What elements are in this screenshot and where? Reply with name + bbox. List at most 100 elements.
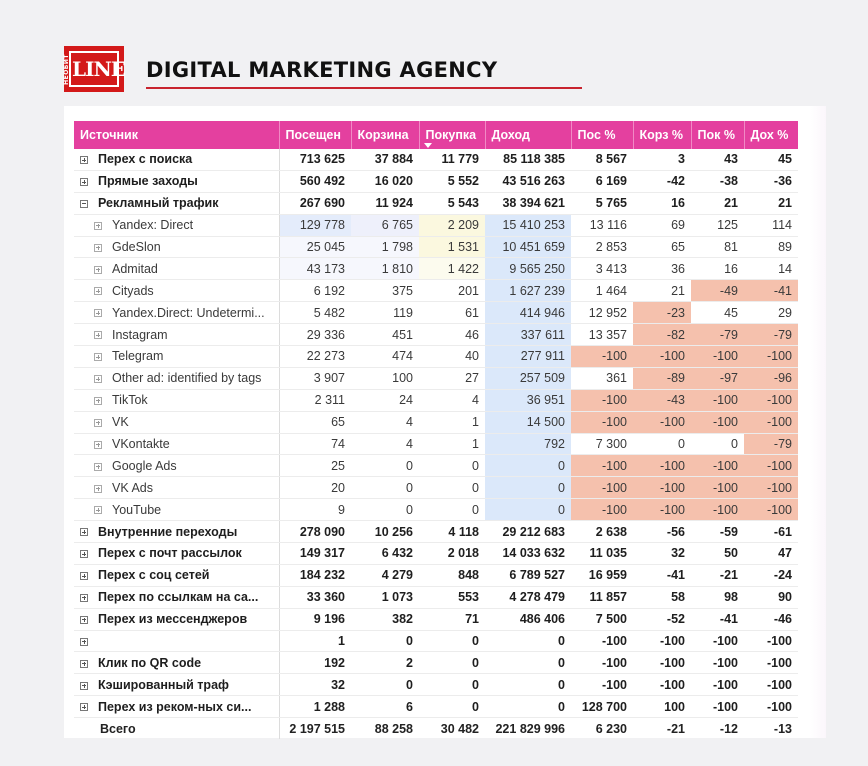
expand-plus-icon[interactable] (80, 156, 88, 165)
cell-buy: 40 (419, 345, 485, 368)
cell-vis-p: -100 (571, 630, 633, 653)
expand-plus-icon[interactable] (80, 637, 88, 646)
source-cell: VKontakte (74, 433, 280, 456)
cell-cart-p: -21 (666, 721, 685, 736)
cell-buy-p: 81 (691, 236, 744, 259)
cell-revenue: 792 (485, 433, 571, 456)
cell-buy: 11 779 (419, 149, 485, 171)
cell-cart: 1 073 (351, 586, 419, 609)
expand-plus-icon[interactable] (94, 440, 102, 449)
cell-visits: 2 311 (279, 389, 351, 412)
expand-plus-icon[interactable] (80, 659, 88, 668)
source-cell: GdeSlon (74, 236, 280, 259)
expand-plus-icon[interactable] (80, 528, 88, 537)
column-header-source[interactable]: Источник (74, 121, 280, 149)
column-header-cart-pct[interactable]: Корз % (633, 121, 692, 149)
expand-plus-icon[interactable] (94, 506, 102, 515)
table-row: Рекламный трафик 267 690 11 924 5 543 38 394… (74, 192, 798, 215)
cell-rev-p: -13 (773, 721, 792, 736)
column-header-cart[interactable]: Корзина (351, 121, 420, 149)
column-header-buy-pct[interactable]: Пок % (691, 121, 745, 149)
expand-plus-icon[interactable] (94, 462, 102, 471)
table-row: Клик по QR code 192 2 0 0 -100 -100 -100 -100 (74, 651, 798, 675)
cell-revenue: 1 627 239 (485, 279, 571, 303)
cell-buy: 2 018 (419, 542, 485, 565)
cell-rev-p: -100 (744, 498, 798, 522)
expand-plus-icon[interactable] (80, 615, 88, 624)
cell-buy: 46 (419, 323, 485, 347)
column-header-visits[interactable]: Посещен (279, 121, 352, 149)
cell-vis-p: 11 035 (571, 542, 633, 565)
table-row: YouTube 9 0 0 0 -100 -100 -100 -100 (74, 498, 798, 522)
expand-plus-icon[interactable] (94, 375, 102, 384)
expand-plus-icon[interactable] (94, 221, 102, 230)
cell-buy: 1 422 (419, 257, 485, 281)
source-cell: Instagram (74, 323, 280, 347)
expand-plus-icon[interactable] (94, 353, 102, 362)
cell-revenue: 0 (485, 651, 571, 675)
cell-cart: 0 (351, 454, 419, 478)
sort-desc-icon (423, 143, 432, 148)
cell-buy: 201 (419, 279, 485, 303)
table-row: TikTok 2 311 24 4 36 951 -100 -43 -100 -100 (74, 389, 798, 412)
table-row: Перех по ссылкам на са... 33 360 1 073 553 4… (74, 586, 798, 609)
expand-plus-icon[interactable] (80, 550, 88, 559)
expand-plus-icon[interactable] (80, 572, 88, 581)
cell-cart: 4 279 (351, 564, 419, 587)
cell-buy: 0 (419, 454, 485, 478)
expand-plus-icon[interactable] (94, 418, 102, 427)
cell-rev-p: -79 (744, 433, 798, 456)
cell-rev-p: -79 (744, 323, 798, 347)
collapse-minus-icon[interactable] (80, 199, 88, 208)
column-header-revenue-pct[interactable]: Дох % (744, 121, 798, 149)
cell-visits: 20 (279, 476, 351, 500)
cell-vis-p: 7 500 (571, 608, 633, 631)
source-cell: Admitad (74, 257, 280, 281)
cell-visits: 25 045 (279, 236, 351, 259)
cell-cart-p: -100 (633, 411, 691, 434)
cell-visits: 43 173 (279, 257, 351, 281)
source-name: VK Ads (112, 480, 153, 495)
expand-plus-icon[interactable] (94, 265, 102, 274)
cell-revenue: 414 946 (485, 301, 571, 325)
table-row: Внутренние переходы 278 090 10 256 4 118 29 … (74, 520, 798, 544)
expand-plus-icon[interactable] (94, 287, 102, 296)
cell-buy: 4 118 (419, 520, 485, 544)
cell-visits: 129 778 (279, 214, 351, 237)
cell-cart-p: 65 (633, 236, 691, 259)
cell-buy-p: -12 (719, 721, 738, 736)
cell-cart: 375 (351, 279, 419, 303)
cell-revenue: 38 394 621 (485, 192, 571, 215)
expand-plus-icon[interactable] (94, 396, 102, 405)
column-header-revenue[interactable]: Доход (485, 121, 572, 149)
table-row: Перех из мессенджеров 9 196 382 71 486 406 7 … (74, 608, 798, 631)
cell-buy: 1 531 (419, 236, 485, 259)
cell-buy-p: 16 (691, 257, 744, 281)
traffic-table-container: Источник Посещен Корзина Покупка Доход Пос % К… (74, 121, 798, 740)
source-cell: Telegram (74, 345, 280, 368)
cell-cart: 11 924 (351, 192, 419, 215)
expand-plus-icon[interactable] (80, 703, 88, 712)
cell-cart: 6 765 (351, 214, 419, 237)
table-row: Instagram 29 336 451 46 337 611 13 357 -82 -79-… (74, 323, 798, 347)
expand-plus-icon[interactable] (94, 243, 102, 252)
column-header-label: Корзина (357, 128, 409, 142)
expand-plus-icon[interactable] (94, 309, 102, 318)
cell-buy-p: -59 (691, 520, 744, 544)
source-name: VKontakte (112, 437, 170, 452)
cell-rev-p: 29 (744, 301, 798, 325)
cell-buy: 61 (419, 301, 485, 325)
cell-buy: 30 482 (440, 721, 479, 736)
expand-plus-icon[interactable] (80, 593, 88, 602)
column-header-visits-pct[interactable]: Пос % (571, 121, 634, 149)
table-total-row: Всего 2 197 515 88 258 30 482 221 829 996 6 2… (74, 717, 798, 740)
expand-plus-icon[interactable] (94, 331, 102, 340)
expand-plus-icon[interactable] (80, 681, 88, 690)
column-header-buy[interactable]: Покупка (419, 121, 486, 149)
cell-visits: 560 492 (279, 170, 351, 193)
cell-revenue: 337 611 (485, 323, 571, 347)
expand-plus-icon[interactable] (80, 178, 88, 187)
expand-plus-icon[interactable] (94, 484, 102, 493)
cell-cart-p: -56 (633, 520, 691, 544)
cell-cart: 0 (351, 498, 419, 522)
